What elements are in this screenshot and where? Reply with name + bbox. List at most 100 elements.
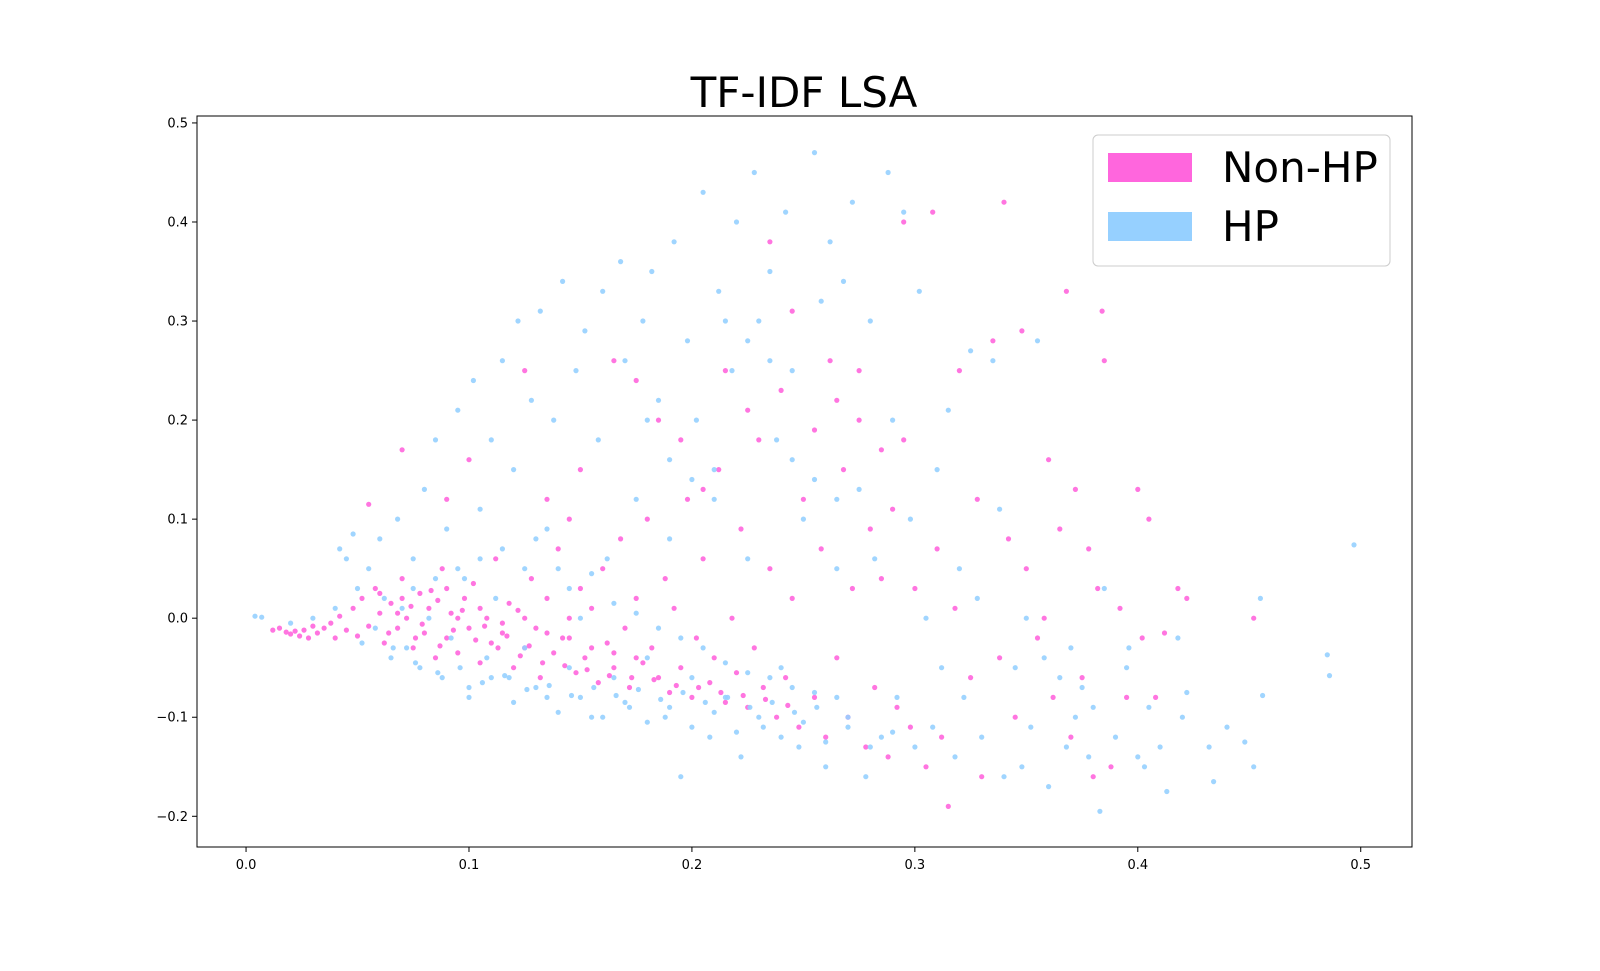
data-point <box>459 607 465 613</box>
data-point <box>756 318 762 324</box>
data-point <box>689 694 695 701</box>
data-point <box>395 610 401 616</box>
data-point <box>1224 724 1230 730</box>
y-tick-label: −0.2 <box>156 810 188 825</box>
legend-swatch-non-hp <box>1108 153 1192 182</box>
points-layer <box>252 150 1357 814</box>
data-point <box>800 496 807 502</box>
data-point <box>956 566 963 572</box>
data-point <box>555 709 561 715</box>
data-point <box>366 501 372 507</box>
data-point <box>644 516 650 522</box>
data-point <box>310 615 316 621</box>
data-point <box>680 689 686 696</box>
data-point <box>477 605 483 611</box>
data-point <box>834 566 840 572</box>
data-point <box>774 437 780 443</box>
data-point <box>259 614 265 620</box>
data-point <box>785 702 791 709</box>
data-point <box>499 630 505 636</box>
data-point <box>626 704 633 710</box>
data-point <box>466 684 472 691</box>
data-point <box>791 709 798 715</box>
data-point <box>432 655 439 661</box>
data-point <box>510 699 517 706</box>
data-point <box>1072 714 1078 720</box>
data-point <box>767 239 773 245</box>
data-point <box>537 675 543 681</box>
data-point <box>399 447 405 453</box>
data-point <box>1063 744 1069 750</box>
data-point <box>301 627 307 633</box>
data-point <box>725 694 731 701</box>
data-point <box>395 625 401 631</box>
data-point <box>756 714 762 720</box>
data-point <box>506 675 512 681</box>
data-point <box>760 684 766 691</box>
legend: Non-HP HP <box>1092 134 1391 267</box>
data-point <box>544 595 550 602</box>
x-tick-label: 0.4 <box>1127 858 1148 873</box>
data-point <box>1012 665 1018 671</box>
data-point <box>1090 774 1096 780</box>
data-point <box>522 566 528 572</box>
data-point <box>466 694 472 701</box>
chart-title: TF-IDF LSA <box>690 68 918 117</box>
data-point <box>640 660 646 666</box>
data-point <box>751 169 757 176</box>
data-point <box>611 665 617 671</box>
data-point <box>410 556 416 562</box>
data-point <box>582 655 588 661</box>
data-point <box>589 714 595 720</box>
data-point <box>1001 199 1007 205</box>
data-point <box>767 566 773 572</box>
data-point <box>760 724 766 730</box>
data-point <box>1079 675 1085 681</box>
series-non-hp <box>270 199 1257 810</box>
data-point <box>252 613 258 619</box>
data-point <box>633 610 639 616</box>
data-point <box>528 576 535 582</box>
data-point <box>560 278 566 284</box>
data-point <box>789 457 795 463</box>
data-point <box>533 684 539 691</box>
data-point <box>292 628 298 634</box>
data-point <box>684 338 691 344</box>
data-point <box>626 684 633 691</box>
data-point <box>834 694 840 701</box>
data-point <box>450 627 456 633</box>
data-point <box>589 645 595 651</box>
data-point <box>930 724 936 730</box>
data-point <box>789 595 795 602</box>
data-point <box>568 692 575 699</box>
data-point <box>840 467 847 473</box>
data-point <box>613 692 619 699</box>
data-point <box>745 556 751 562</box>
data-point <box>622 699 628 706</box>
data-point <box>455 566 461 572</box>
data-point <box>633 655 639 661</box>
data-point <box>305 635 312 641</box>
data-point <box>1157 744 1163 750</box>
data-point <box>711 709 717 715</box>
data-point <box>729 368 735 374</box>
data-point <box>421 630 427 636</box>
data-point <box>1095 585 1101 592</box>
data-point <box>834 496 840 502</box>
data-point <box>678 665 684 671</box>
data-point <box>573 670 579 676</box>
data-point <box>811 476 818 483</box>
data-point <box>644 719 650 725</box>
data-point <box>506 600 512 606</box>
data-point <box>818 546 824 552</box>
plot-frame <box>196 115 1413 848</box>
data-point <box>544 630 550 636</box>
data-point <box>1112 734 1119 740</box>
data-point <box>952 754 958 760</box>
data-point <box>332 605 338 611</box>
data-point <box>377 590 383 597</box>
data-point <box>811 427 818 433</box>
data-point <box>566 585 572 592</box>
data-point <box>618 259 624 265</box>
